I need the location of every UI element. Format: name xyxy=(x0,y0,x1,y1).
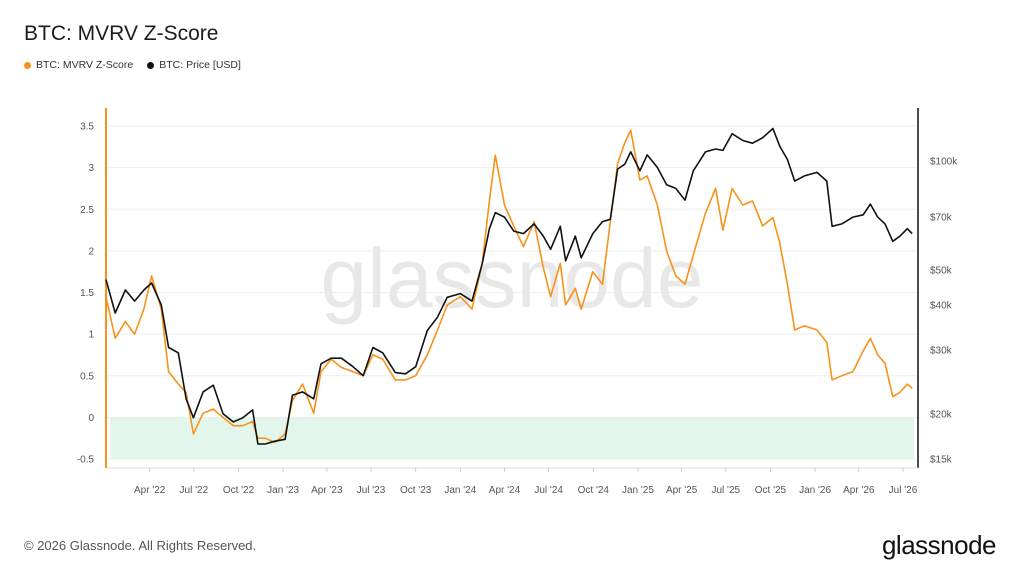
copyright-text: © 2026 Glassnode. All Rights Reserved. xyxy=(24,538,257,553)
legend-label-price: BTC: Price [USD] xyxy=(159,59,241,71)
x-tick-label: Apr '25 xyxy=(666,485,698,496)
x-tick-label: Oct '23 xyxy=(400,485,432,496)
left-tick-label: -0.5 xyxy=(77,455,95,466)
x-tick-label: Jan '25 xyxy=(622,485,654,496)
chart-title: BTC: MVRV Z-Score xyxy=(24,22,219,45)
left-tick-label: 0 xyxy=(88,413,94,424)
right-tick-label: $50k xyxy=(930,265,953,276)
right-tick-label: $15k xyxy=(930,455,953,466)
left-axis-ticks: 3.5 3 2.5 2 1.5 1 0.5 0 -0.5 xyxy=(77,122,95,466)
left-tick-label: 0.5 xyxy=(80,371,94,382)
legend-item-price[interactable]: BTC: Price [USD] xyxy=(147,59,241,71)
x-axis-ticks: Apr '22 Jul '22 Oct '22 Jan '23 Apr '23 Jul '… xyxy=(134,468,918,496)
legend-label-mvrv: BTC: MVRV Z-Score xyxy=(36,59,134,71)
x-tick-label: Jul '25 xyxy=(712,485,741,496)
left-tick-label: 1 xyxy=(88,330,94,341)
x-tick-label: Jul '22 xyxy=(180,485,209,496)
x-tick-label: Apr '23 xyxy=(311,485,343,496)
left-tick-label: 3 xyxy=(88,163,94,174)
x-tick-label: Apr '24 xyxy=(489,485,521,496)
left-tick-label: 2 xyxy=(88,246,94,257)
zero-band xyxy=(110,417,914,459)
left-tick-label: 2.5 xyxy=(80,205,94,216)
legend-item-mvrv[interactable]: BTC: MVRV Z-Score xyxy=(24,59,133,71)
x-tick-label: Jan '26 xyxy=(799,485,831,496)
x-tick-label: Jan '23 xyxy=(267,485,299,496)
x-tick-label: Jul '23 xyxy=(357,485,386,496)
left-tick-label: 3.5 xyxy=(80,122,94,133)
right-tick-label: $100k xyxy=(930,157,958,168)
btc-price-line xyxy=(105,127,913,445)
legend-dot-price xyxy=(147,61,155,69)
x-tick-label: Oct '24 xyxy=(578,485,610,496)
right-tick-label: $40k xyxy=(930,300,953,311)
watermark: glassnode xyxy=(321,231,704,325)
right-axis-ticks: $100k $70k $50k $40k $30k $20k $15k xyxy=(930,157,958,466)
x-tick-label: Oct '22 xyxy=(223,485,255,496)
right-tick-label: $30k xyxy=(930,346,953,357)
x-tick-label: Jul '24 xyxy=(534,485,563,496)
right-tick-label: $70k xyxy=(930,213,953,224)
left-tick-label: 1.5 xyxy=(80,288,94,299)
right-tick-label: $20k xyxy=(930,409,953,420)
x-tick-label: Apr '26 xyxy=(843,485,875,496)
x-tick-label: Oct '25 xyxy=(755,485,787,496)
series-lines xyxy=(105,127,913,445)
legend-dot-mvrv xyxy=(24,61,31,69)
x-tick-label: Apr '22 xyxy=(134,485,166,496)
x-tick-label: Jan '24 xyxy=(444,485,476,496)
x-tick-label: Jul '26 xyxy=(889,485,918,496)
legend: BTC: MVRV Z-Score BTC: Price [USD] xyxy=(24,59,241,71)
brand-logo: glassnode xyxy=(881,530,997,560)
mvrv-zscore-line xyxy=(105,129,913,444)
